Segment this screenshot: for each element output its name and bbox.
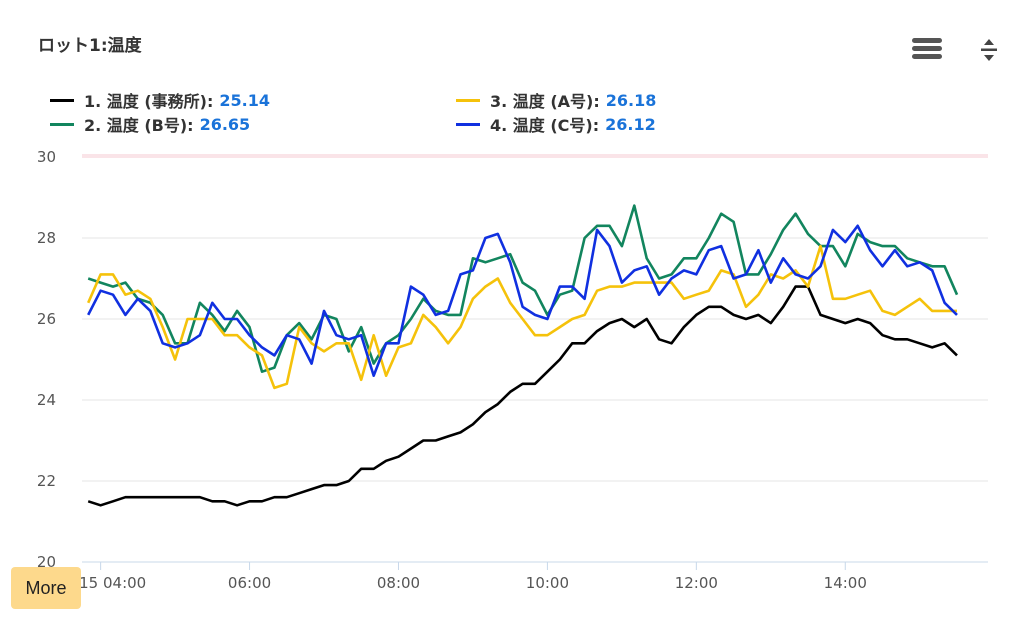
x-tick-label: 14:00 [824,574,867,592]
hamburger-menu-icon[interactable] [912,38,942,62]
legend-item-series-3[interactable]: 3. 温度 (A号): 26.18 [456,88,656,112]
series-lines [87,204,959,507]
legend-label-series-2: 2. 温度 (B号): [84,116,194,135]
legend-line-series-4 [456,122,480,126]
legend-value-series-2: 26.65 [199,114,251,134]
legend-item-series-2[interactable]: 2. 温度 (B号): 26.65 [50,112,250,136]
legend-line-series-1 [50,98,74,102]
series-line-2[interactable] [87,204,959,374]
x-tick-label: 12:00 [675,574,718,592]
legend-value-series-3: 26.18 [605,90,657,110]
y-tick-label: 22 [37,472,56,490]
x-tick-label: 08:00 [377,574,420,592]
y-tick-label: 24 [37,391,56,409]
legend-line-series-2 [50,122,74,126]
legend-item-series-1[interactable]: 1. 温度 (事務所): 25.14 [50,88,270,112]
more-button[interactable]: More [11,567,81,609]
legend-value-series-1: 25.14 [219,90,270,110]
legend-label-series-4: 4. 温度 (C号): [490,116,600,135]
legend-label-series-3: 3. 温度 (A号): [490,92,600,111]
x-tick-label: 06:00 [228,574,271,592]
resize-handle-icon[interactable] [976,36,1002,64]
y-tick-label: 28 [37,229,56,247]
legend-line-series-3 [456,98,480,102]
y-tick-label: 20 [37,553,56,571]
y-tick-label: 26 [37,310,56,328]
series-line-1[interactable] [87,285,958,507]
legend-item-series-4[interactable]: 4. 温度 (C号): 26.12 [456,112,656,136]
y-tick-label: 30 [37,148,56,166]
legend-value-series-4: 26.12 [605,114,656,134]
series-line-4[interactable] [87,224,958,378]
legend-label-series-1: 1. 温度 (事務所): [84,92,214,111]
chart-title: ロット1:温度 [38,36,142,56]
x-tick-label: 10:00 [526,574,569,592]
